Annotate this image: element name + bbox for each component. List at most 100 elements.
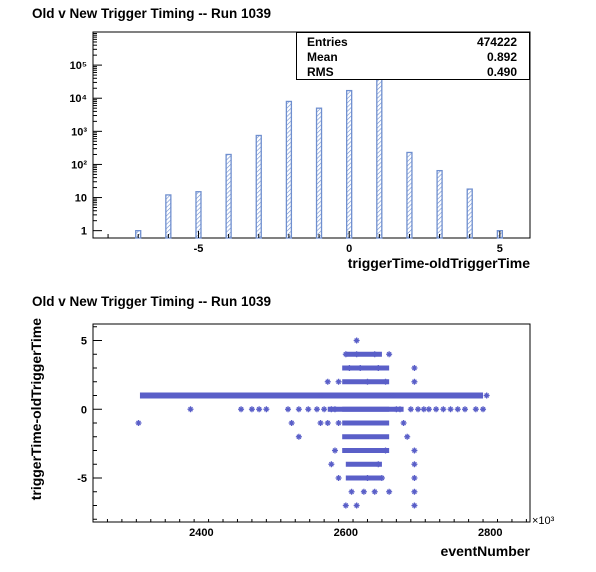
scatter-point <box>396 406 403 413</box>
scatter-point <box>331 447 338 454</box>
scatter-point <box>295 433 302 440</box>
scatter-point <box>407 406 414 413</box>
histogram-bar <box>285 100 293 239</box>
dense-row <box>342 420 390 426</box>
scatter-point <box>317 392 324 399</box>
stats-mean-label: Mean <box>307 50 338 64</box>
scatter-point <box>342 351 349 358</box>
scatter-point <box>382 447 389 454</box>
scatter-point <box>411 365 418 371</box>
scatter-point <box>480 406 487 413</box>
y-tick-label: -5 <box>77 473 87 485</box>
dense-row <box>345 351 382 357</box>
scatter-point <box>411 461 418 468</box>
scatter-point <box>447 406 454 413</box>
histogram-bar <box>225 153 232 239</box>
y-tick-label: 5 <box>81 336 87 348</box>
x-tick-label: -5 <box>194 243 204 255</box>
scatter-point <box>378 475 385 481</box>
scatter-point <box>321 406 328 413</box>
scatter-point <box>461 406 468 413</box>
scatter-point <box>400 420 407 426</box>
dense-row <box>345 461 382 467</box>
scatter-point <box>454 406 461 413</box>
histogram-title: Old v New Trigger Timing -- Run 1039 <box>32 6 272 21</box>
scatter-point <box>335 475 342 481</box>
histogram-bar <box>406 151 413 239</box>
x-multiplier-label: ×10³ <box>532 515 555 527</box>
scatter-point <box>411 447 418 454</box>
scatter-point <box>305 406 312 413</box>
scatter-point <box>285 406 292 413</box>
scatter-point <box>371 488 378 495</box>
scatter-point <box>375 461 382 468</box>
scatter-point <box>353 351 360 358</box>
scatter-point <box>483 392 490 399</box>
scatter-point <box>346 365 353 371</box>
scatter-point <box>288 420 295 426</box>
scatter-point <box>248 406 255 413</box>
scatter-point <box>263 406 270 413</box>
dense-row <box>342 448 390 453</box>
x-tick-label: 2800 <box>478 527 502 539</box>
scatter-point <box>328 461 335 468</box>
scatter-plot: 2400 2600 2800 ×10³ -5 0 5 eventNumber triggerTi… <box>28 318 555 559</box>
y-tick-label: 10⁴ <box>69 93 87 105</box>
y-tick-label: 10³ <box>71 126 87 138</box>
scatter-point <box>393 406 400 413</box>
scatter-point <box>335 378 342 385</box>
y-tick-label: 10⁵ <box>70 60 87 72</box>
scatter-point <box>353 337 360 344</box>
scatter-point <box>411 502 418 509</box>
stats-entries-row: Entries 474222 <box>307 35 517 50</box>
stats-rms-row: RMS 0.490 <box>307 65 517 80</box>
histogram-bar <box>436 169 443 239</box>
stats-entries-value: 474222 <box>476 35 517 49</box>
y-tick-label: 1 <box>81 226 87 238</box>
scatter-point <box>364 475 371 481</box>
dense-row <box>342 434 390 440</box>
x-axis-label: triggerTime-oldTriggerTime <box>348 255 531 271</box>
scatter-point <box>433 406 440 413</box>
scatter-point <box>411 488 418 495</box>
scatter-point <box>353 502 360 509</box>
band-y1 <box>139 392 484 399</box>
scatter-point <box>324 378 331 385</box>
scatter-point <box>404 433 411 440</box>
histogram-bar <box>346 89 353 239</box>
scatter-point <box>411 475 418 481</box>
scatter-point <box>360 488 367 495</box>
histogram-bar <box>165 194 172 239</box>
scatter-point <box>348 488 355 495</box>
scatter-point <box>386 488 393 495</box>
scatter-point <box>238 406 245 413</box>
scatter-point <box>135 420 142 426</box>
scatter-point <box>375 365 382 371</box>
x-axis-label: eventNumber <box>441 543 531 559</box>
histogram-bar <box>466 188 473 239</box>
dense-row <box>327 406 404 412</box>
dense-row <box>342 365 390 371</box>
scatter-point <box>357 365 364 371</box>
y-axis-label: triggerTime-oldTriggerTime <box>28 318 44 501</box>
stats-box: Entries 474222 Mean 0.892 RMS 0.490 <box>296 32 530 80</box>
stats-rms-label: RMS <box>307 65 334 79</box>
stats-entries-label: Entries <box>307 35 348 49</box>
scatter-point <box>256 406 263 413</box>
dense-row <box>345 475 382 481</box>
scatter-point <box>386 351 393 358</box>
scatter-point <box>295 406 302 413</box>
scatter-point <box>415 406 422 413</box>
scatter-point <box>331 406 338 413</box>
x-tick-label: 5 <box>497 243 503 255</box>
scatter-point <box>335 420 342 426</box>
scatter-point <box>389 392 396 399</box>
scatter-point <box>411 378 418 385</box>
scatter-point <box>187 406 194 413</box>
x-tick-label: 0 <box>346 243 352 255</box>
stats-mean-row: Mean 0.892 <box>307 50 517 65</box>
stats-rms-value: 0.490 <box>486 65 517 79</box>
histogram-bar <box>255 134 262 239</box>
scatter-point <box>313 406 320 413</box>
y-tick-label: 10² <box>71 159 87 171</box>
